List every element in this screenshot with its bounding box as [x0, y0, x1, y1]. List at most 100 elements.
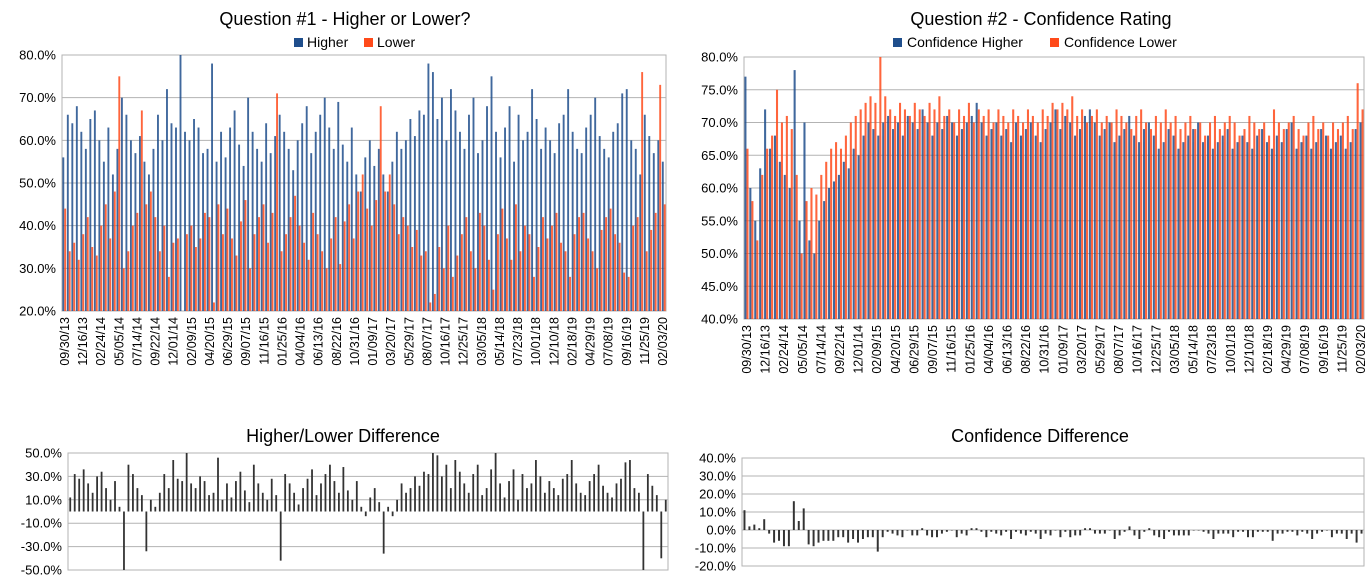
d1-bar [664, 499, 667, 512]
q1-bar-lower [487, 259, 490, 311]
q2-bar-higher [793, 70, 796, 319]
q2-bar-higher [951, 122, 954, 319]
q2-x-tick-label: 05/14/18 [1187, 325, 1201, 374]
d2-bar [1138, 530, 1141, 539]
q2-bar-lower [1258, 129, 1261, 319]
d2-bar [1202, 530, 1205, 532]
d2-bar [1093, 530, 1096, 534]
q2-bar-higher [882, 122, 885, 319]
d1-bar [302, 488, 304, 512]
q2-bar-higher [896, 122, 899, 319]
q1-bar-higher [233, 110, 236, 311]
q2-bar-higher [931, 135, 934, 319]
d2-bar [1098, 530, 1101, 534]
q1-bar-lower [641, 72, 644, 311]
d1-bar [284, 474, 287, 512]
d1-bar [293, 492, 296, 512]
d2-bar [1172, 530, 1175, 536]
d2-bar [1005, 530, 1008, 532]
q1-bar-higher [197, 127, 200, 312]
d1-bar [454, 460, 457, 512]
q1-bar-higher [125, 114, 128, 311]
q1-bar-higher [143, 161, 146, 311]
q1-bar-lower [127, 251, 130, 311]
q2-bar-higher [1275, 135, 1278, 319]
q1-bar-lower [591, 251, 594, 311]
q1-bar-higher [116, 148, 119, 311]
q2-y-tick-label: 75.0% [701, 82, 738, 97]
q1-bar-lower [312, 212, 315, 311]
q2-bar-higher [1005, 129, 1008, 319]
d1-bar [409, 488, 412, 512]
q1-bar-lower [555, 212, 558, 311]
q2-bar-lower [899, 102, 902, 319]
d2-bar [1000, 530, 1003, 536]
d1-bar [508, 481, 510, 512]
q2-y-tick-label: 50.0% [701, 246, 738, 261]
diff1-chart-title: Higher/Lower Difference [246, 426, 440, 446]
d1-bar [132, 474, 134, 512]
q1-bar-lower [388, 174, 391, 311]
d2-bar [871, 530, 874, 538]
q1-bar-lower [424, 251, 427, 311]
d2-bar [945, 530, 948, 532]
q1-bar-higher [513, 161, 515, 311]
q1-x-tick-label: 05/05/14 [112, 317, 126, 366]
q2-x-tick-label: 12/10/18 [1242, 325, 1256, 374]
q1-bar-higher [332, 148, 335, 311]
q1-bar-higher [323, 97, 326, 312]
q2-bar-higher [1320, 129, 1323, 319]
q2-bar-higher [828, 188, 831, 319]
q1-bar-higher [93, 110, 96, 311]
q1-bar-lower [91, 247, 94, 311]
q2-bar-lower [859, 109, 862, 320]
q1-bar-higher [350, 127, 353, 312]
q2-bar-higher [1241, 135, 1244, 319]
q1-bar-lower [393, 204, 396, 311]
q1-bar-higher [567, 89, 570, 311]
q1-bar-higher [522, 140, 525, 311]
q2-bar-lower [1110, 122, 1113, 319]
q2-bar-higher [1064, 115, 1067, 319]
q1-bar-lower [573, 234, 576, 311]
q2-bar-higher [1167, 129, 1170, 319]
d2-bar [1118, 530, 1121, 536]
d2-bar [1148, 528, 1151, 530]
d2-bar [911, 530, 914, 536]
q2-bar-higher [1000, 135, 1003, 319]
q2-bar-higher [1310, 148, 1313, 319]
q2-bar-higher [1177, 148, 1180, 319]
q1-bar-lower [587, 238, 590, 311]
q2-legend-higher-label: Confidence Higher [907, 34, 1023, 50]
q2-bar-lower [1174, 115, 1177, 319]
q1-bar-higher [296, 140, 299, 311]
q2-y-tick-label: 45.0% [701, 279, 738, 294]
q1-bar-higher [111, 174, 114, 311]
q2-bar-higher [768, 148, 772, 319]
q2-bar-lower [1026, 109, 1030, 320]
q1-x-tick-label: 01/09/17 [366, 317, 380, 366]
q2-bar-lower [1223, 122, 1226, 319]
d2-bar [1355, 530, 1358, 543]
q1-bar-lower [474, 268, 477, 311]
q1-bar-higher [71, 123, 74, 312]
q2-x-tick-label: 11/25/19 [1335, 325, 1349, 373]
q1-bar-lower [510, 259, 513, 311]
q2-x-tick-label: 07/23/18 [1205, 325, 1219, 374]
q2-bar-higher [1256, 135, 1259, 319]
q2-bar-lower [1046, 115, 1049, 319]
d2-bar [1182, 530, 1185, 536]
q1-bar-lower [185, 234, 188, 311]
q1-bar-higher [427, 63, 430, 312]
q2-bar-higher [1285, 129, 1288, 319]
q2-bar-higher [1098, 135, 1101, 319]
d2-bar [1064, 530, 1067, 532]
q1-bar-higher [314, 131, 317, 311]
q2-bar-higher [1103, 129, 1106, 319]
q2-bar-higher [1054, 109, 1057, 320]
q2-bar-lower [800, 253, 803, 319]
q2-bar-lower [1179, 129, 1182, 319]
q2-bar-lower [849, 122, 852, 319]
q1-bar-higher [283, 131, 286, 311]
d1-bar [566, 474, 569, 512]
